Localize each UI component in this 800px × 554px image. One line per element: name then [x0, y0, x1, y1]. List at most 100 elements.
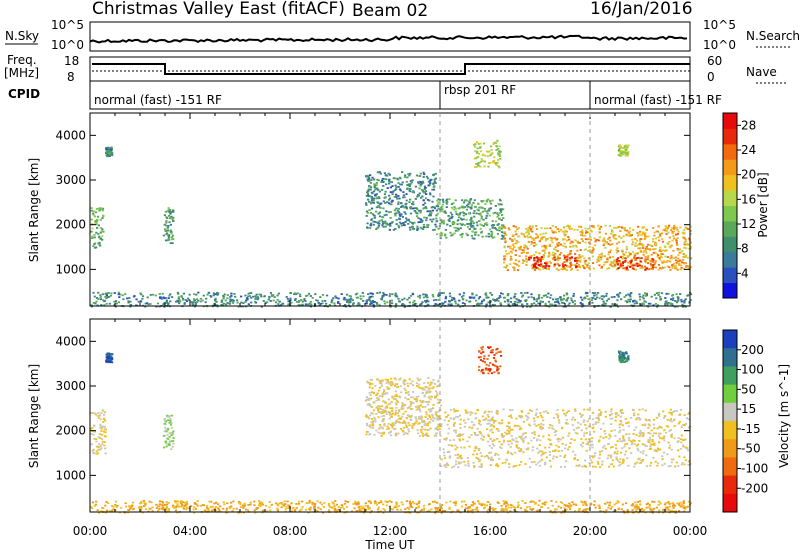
data-cell: [489, 429, 492, 432]
data-cell: [427, 388, 430, 391]
data-cell: [547, 300, 551, 303]
data-cell: [494, 420, 497, 422]
data-cell: [449, 225, 452, 227]
data-cell: [368, 296, 371, 298]
data-cell: [626, 153, 629, 155]
data-cell: [490, 235, 493, 238]
data-cell: [458, 462, 461, 465]
data-cell: [540, 428, 543, 431]
data-cell: [438, 292, 441, 295]
data-cell: [444, 233, 447, 236]
data-cell: [365, 300, 368, 303]
data-cell: [381, 295, 384, 297]
data-cell: [287, 300, 290, 303]
data-cell: [469, 411, 472, 414]
data-cell: [642, 231, 645, 234]
data-cell: [103, 441, 106, 443]
data-cell: [480, 466, 483, 468]
data-cell: [644, 260, 647, 262]
data-cell: [432, 183, 435, 185]
data-cell: [448, 455, 451, 458]
data-cell: [670, 458, 673, 461]
data-cell: [527, 241, 530, 243]
data-cell: [486, 358, 489, 360]
data-cell: [240, 295, 243, 298]
data-cell: [496, 216, 499, 218]
data-cell: [597, 417, 600, 420]
data-cell: [483, 419, 486, 421]
data-cell: [477, 156, 480, 158]
data-cell: [594, 465, 597, 468]
data-cell: [433, 417, 436, 420]
data-cell: [406, 219, 409, 221]
data-cell: [599, 414, 602, 416]
data-cell: [431, 209, 434, 212]
data-cell: [450, 217, 453, 220]
data-cell: [660, 426, 663, 429]
data-cell: [207, 292, 210, 294]
data-cell: [146, 296, 149, 299]
data-cell: [627, 358, 630, 361]
data-cell: [545, 238, 548, 240]
data-cell: [595, 417, 598, 419]
data-cell: [604, 224, 607, 227]
data-cell: [481, 235, 484, 238]
data-cell: [425, 175, 428, 178]
colorbar-tick-label: 8: [741, 242, 749, 256]
data-cell: [634, 268, 637, 271]
data-cell: [430, 206, 433, 209]
data-cell: [413, 207, 416, 210]
data-cell: [220, 299, 224, 302]
data-cell: [378, 197, 381, 200]
data-cell: [663, 228, 667, 230]
data-cell: [676, 268, 679, 271]
data-cell: [632, 229, 635, 231]
data-cell: [503, 261, 506, 264]
data-cell: [399, 417, 402, 419]
data-cell: [497, 297, 501, 299]
data-cell: [425, 207, 428, 210]
data-cell: [670, 257, 673, 260]
data-cell: [683, 232, 686, 235]
data-cell: [523, 236, 526, 238]
data-cell: [437, 304, 440, 306]
data-cell: [559, 243, 562, 246]
data-cell: [109, 294, 112, 297]
data-cell: [621, 226, 624, 229]
data-cell: [458, 435, 461, 438]
data-cell: [108, 302, 111, 305]
data-cell: [584, 227, 587, 230]
data-cell: [581, 264, 585, 267]
data-cell: [625, 245, 628, 248]
data-cell: [664, 508, 667, 511]
data-cell: [378, 215, 382, 218]
data-cell: [409, 382, 412, 385]
data-cell: [572, 295, 575, 297]
data-cell: [569, 264, 572, 267]
data-cell: [489, 202, 493, 205]
data-cell: [403, 206, 406, 209]
data-cell: [683, 463, 686, 466]
data-cell: [369, 186, 373, 189]
data-cell: [642, 294, 645, 297]
data-cell: [165, 220, 168, 222]
data-cell: [103, 426, 106, 428]
data-cell: [503, 266, 506, 268]
data-cell: [100, 304, 103, 306]
data-cell: [654, 432, 658, 435]
data-cell: [95, 450, 98, 453]
data-cell: [514, 249, 517, 252]
data-cell: [616, 459, 619, 462]
data-cell: [414, 422, 417, 424]
data-cell: [366, 192, 370, 195]
data-cell: [646, 248, 650, 250]
data-cell: [627, 464, 630, 467]
data-cell: [382, 415, 386, 417]
data-cell: [101, 228, 104, 231]
data-cell: [613, 259, 617, 262]
data-cell: [507, 450, 510, 453]
data-cell: [369, 188, 372, 191]
data-cell: [680, 434, 683, 437]
data-cell: [444, 411, 447, 414]
data-cell: [104, 431, 107, 434]
